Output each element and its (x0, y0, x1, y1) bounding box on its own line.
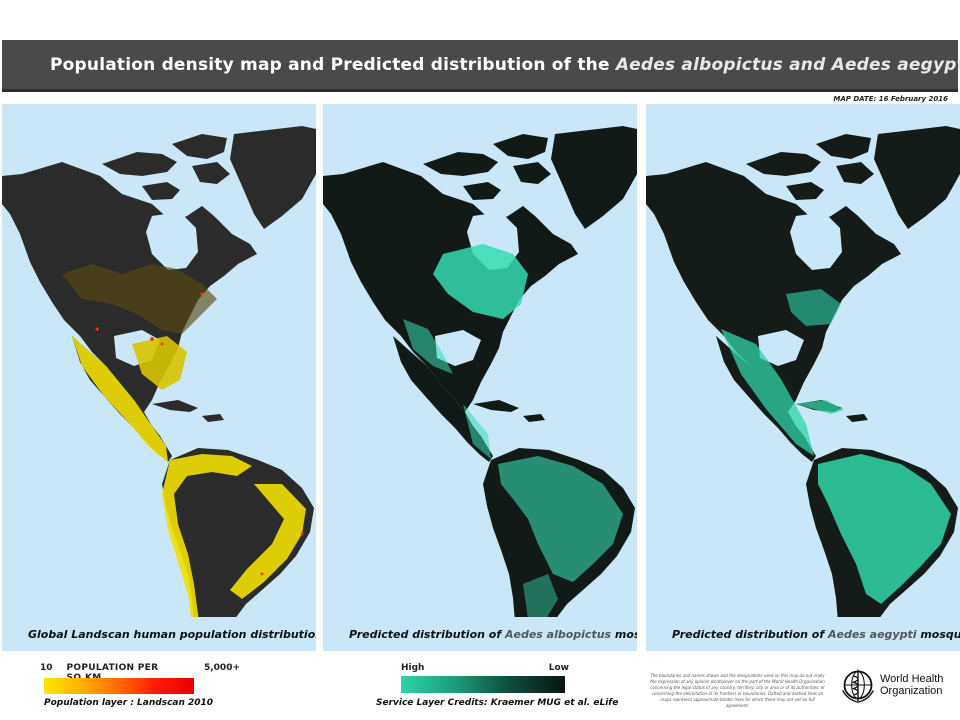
map-disclaimer: The boundaries and names shown and the d… (650, 673, 825, 708)
population-highlight (62, 264, 306, 651)
caption-species: Aedes aegypti (827, 627, 917, 641)
map-date: MAP DATE: 16 February 2016 (833, 95, 948, 103)
title-species: Aedes albopictus and Aedes aegypti (615, 54, 960, 75)
population-credit: Population layer : Landscan 2010 (44, 698, 214, 708)
caption-species: Aedes albopictus (504, 627, 612, 641)
distribution-color-ramp (401, 676, 565, 693)
panel-caption-band: Predicted distribution of Aedes albopict… (323, 617, 637, 651)
who-emblem-icon (842, 669, 874, 703)
distribution-legend: High Low (401, 663, 569, 699)
who-logo: World Health Organization (840, 667, 943, 703)
who-wordmark: World Health Organization (880, 673, 944, 697)
panel-caption-band: Predicted distribution of Aedes aegypti … (646, 617, 960, 651)
population-density-map (2, 126, 316, 651)
panel-caption-band: Global Landscan human population distrib… (2, 617, 316, 651)
population-color-ramp (44, 678, 194, 694)
legend-low-label: Low (548, 663, 569, 673)
panel-caption: Global Landscan human population distrib… (28, 627, 316, 641)
panel-caption: Predicted distribution of Aedes aegypti … (672, 627, 960, 641)
panel-caption: Predicted distribution of Aedes albopict… (349, 627, 637, 641)
population-density-map-panel: Global Landscan human population distrib… (2, 104, 316, 651)
legend-max-label: 5,000+ (203, 663, 240, 673)
albopictus-map-panel: Predicted distribution of Aedes albopict… (323, 104, 637, 651)
albopictus-highlight (403, 244, 623, 624)
distribution-credit: Service Layer Credits: Kraemer MUG et al… (376, 698, 619, 708)
aegypti-map-panel: Predicted distribution of Aedes aegypti … (646, 104, 960, 651)
legend-high-label: High (401, 663, 425, 673)
population-hotspots (95, 292, 304, 576)
aegypti-distribution-map (646, 126, 960, 651)
population-legend: 10 POPULATION PER SQ.KM. 5,000+ (40, 663, 240, 711)
legend-min-label: 10 (40, 663, 53, 673)
aegypti-highlight (721, 289, 951, 604)
page-title: Population density map and Predicted dis… (50, 55, 960, 75)
albopictus-distribution-map (323, 126, 637, 651)
title-bar: Population density map and Predicted dis… (2, 40, 960, 92)
